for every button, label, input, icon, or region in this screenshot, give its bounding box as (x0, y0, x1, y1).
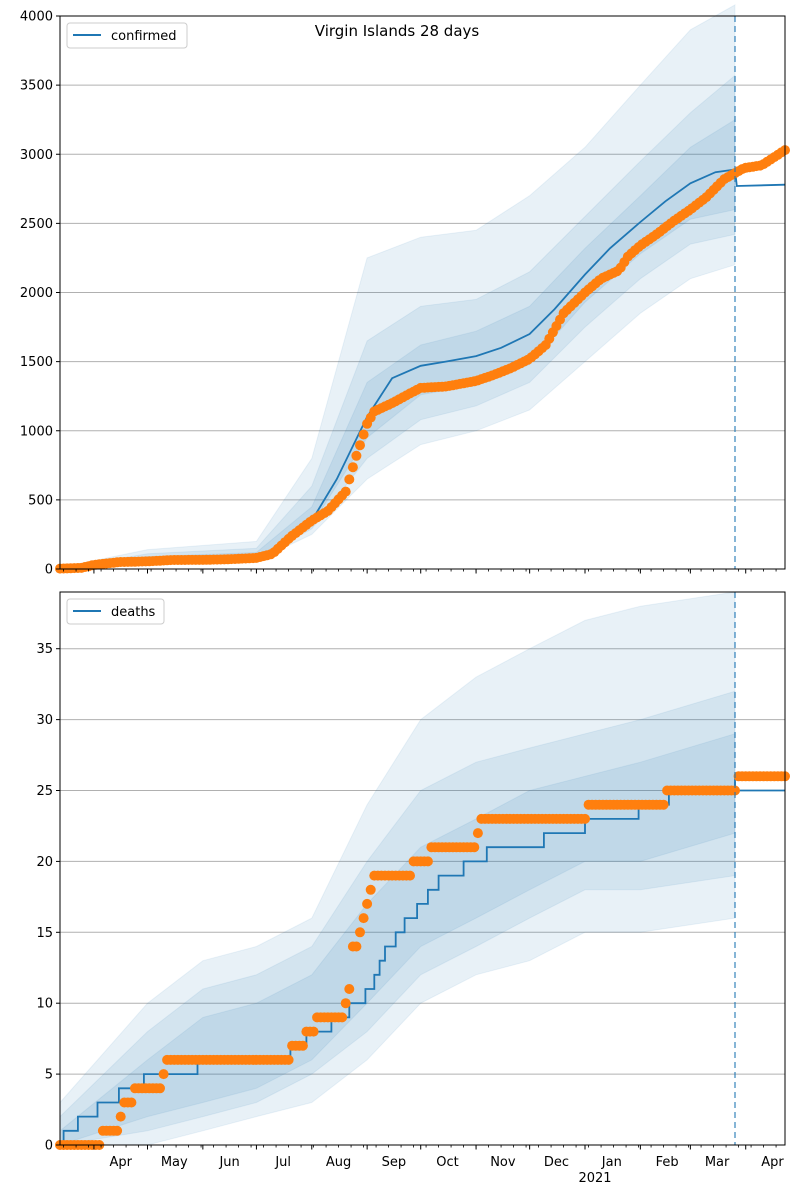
deaths-observed-point (115, 1111, 126, 1122)
x-month-label: Dec (544, 1155, 569, 1170)
deaths-legend: deaths (66, 598, 165, 625)
deaths-observed-point (297, 1040, 308, 1051)
deaths-observed-point (351, 941, 362, 952)
deaths-observed-point (126, 1097, 137, 1108)
deaths-band (59, 591, 736, 1146)
confirmed-y-tick-label: 1000 (20, 424, 53, 439)
deaths-observed-point (422, 856, 433, 867)
deaths-observed-point (730, 785, 740, 796)
deaths-y-axis: 0 5 10 15 20 25 30 35 (36, 642, 60, 1154)
deaths-observed-point (308, 1026, 319, 1037)
deaths-y-tick-label: 25 (36, 784, 53, 799)
x-month-label: Aug (326, 1155, 351, 1170)
x-month-label: Sep (382, 1155, 407, 1170)
deaths-observed-point (355, 927, 365, 938)
deaths-y-tick-label: 30 (36, 713, 53, 728)
confirmed-y-axis: 0 500 1000 1500 2000 2500 3000 3500 4000 (20, 10, 60, 578)
confirmed-band (59, 4, 736, 570)
deaths-observed-point (365, 884, 376, 895)
deaths-observed-point (580, 813, 590, 824)
x-month-label: Oct (436, 1155, 458, 1170)
x-month-label: May (161, 1155, 188, 1170)
confirmed-observed-point (340, 486, 351, 497)
deaths-y-tick-label: 5 (45, 1068, 53, 1083)
confirmed-axes-frame (59, 15, 786, 570)
confirmed-panel: 0 500 1000 1500 2000 2500 3000 3500 4000 confirm… (20, 4, 790, 578)
confirmed-observed-point (351, 450, 362, 461)
x-axis-year-label: 2021 (578, 1171, 611, 1186)
deaths-y-tick-label: 10 (36, 997, 53, 1012)
confirmed-legend: confirmed (66, 22, 188, 49)
x-month-label: Feb (656, 1155, 679, 1170)
confirmed-observed-points (55, 145, 790, 574)
confirmed-observed-point (355, 440, 365, 451)
confirmed-band (59, 74, 736, 570)
confirmed-legend-label: confirmed (111, 29, 177, 44)
x-month-label: Mar (705, 1155, 730, 1170)
x-month-label: Jan (601, 1155, 622, 1170)
deaths-y-tick-label: 35 (36, 642, 53, 657)
deaths-panel: 0 5 10 15 20 25 30 35 deaths (36, 591, 790, 1154)
confirmed-y-tick-label: 4000 (20, 10, 53, 25)
confirmed-observed-point (358, 429, 369, 440)
deaths-observed-point (658, 799, 669, 810)
deaths-uncertainty-bands (59, 591, 736, 1146)
deaths-y-tick-label: 15 (36, 926, 53, 941)
deaths-observed-point (469, 842, 480, 853)
confirmed-observed-point (347, 462, 358, 473)
x-month-label: Jun (218, 1155, 239, 1170)
deaths-legend-label: deaths (111, 605, 156, 620)
confirmed-observed-point (344, 474, 355, 485)
deaths-observed-point (405, 870, 415, 881)
x-axis-month-labels: Apr May Jun Jul Aug Sep Oct Nov Dec Jan Feb Mar Apr (109, 1155, 784, 1170)
deaths-observed-point (283, 1054, 294, 1065)
deaths-legend-box (66, 598, 165, 625)
x-month-label: Jul (274, 1155, 291, 1170)
deaths-observed-point (158, 1069, 169, 1080)
deaths-axes-frame (59, 591, 786, 1146)
deaths-observed-point (337, 1012, 348, 1023)
deaths-observed-point (340, 998, 351, 1009)
confirmed-y-tick-label: 2500 (20, 217, 53, 232)
x-month-label: Nov (490, 1155, 516, 1170)
confirmed-y-tick-label: 500 (28, 493, 53, 508)
deaths-observed-point (358, 913, 369, 924)
deaths-y-tick-label: 0 (45, 1139, 53, 1154)
deaths-observed-point (112, 1125, 123, 1136)
deaths-y-tick-label: 20 (36, 855, 53, 870)
deaths-observed-point (472, 828, 483, 839)
confirmed-legend-box (66, 22, 188, 49)
confirmed-y-tick-label: 2000 (20, 286, 53, 301)
x-month-label: Apr (761, 1155, 784, 1170)
chart-title: Virgin Islands 28 days (315, 22, 480, 40)
confirmed-y-tick-label: 3000 (20, 148, 53, 163)
x-month-label: Apr (109, 1155, 132, 1170)
deaths-observed-point (344, 984, 355, 994)
confirmed-y-tick-label: 1500 (20, 355, 53, 370)
confirmed-y-tick-label: 3500 (20, 79, 53, 94)
deaths-observed-point (155, 1083, 165, 1094)
deaths-observed-point (362, 898, 373, 909)
confirmed-y-tick-label: 0 (45, 563, 53, 578)
deaths-observed-points (55, 771, 790, 1150)
